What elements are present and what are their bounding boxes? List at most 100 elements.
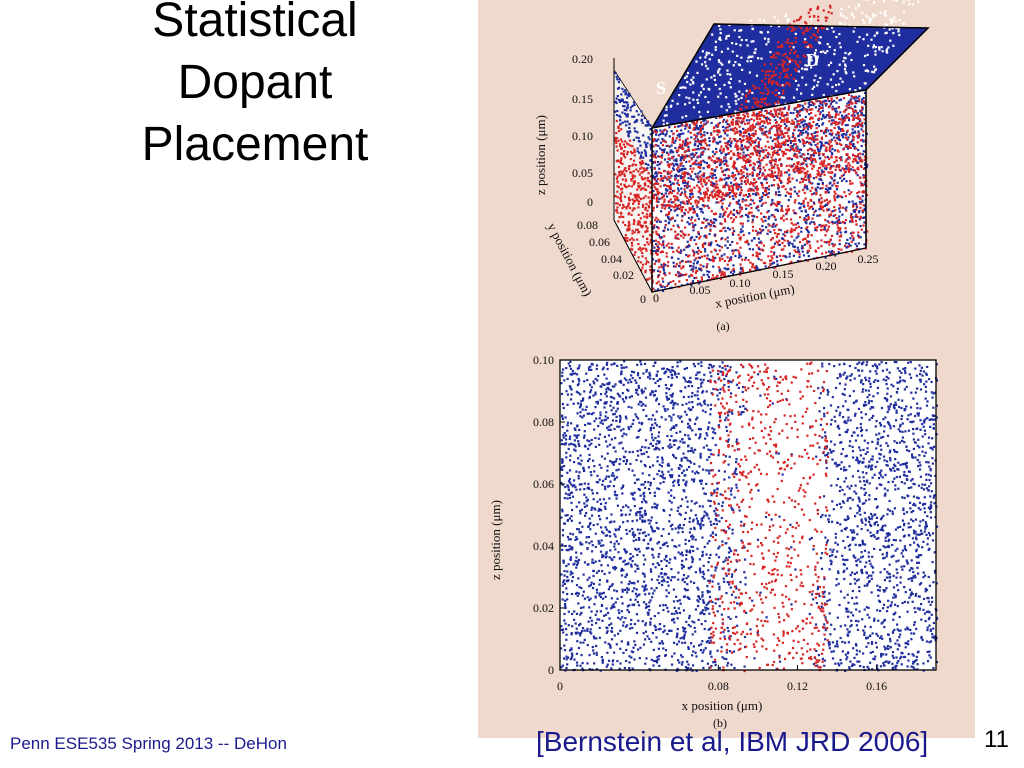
dopant-point-red xyxy=(671,141,674,144)
dopant-point-red xyxy=(794,125,797,128)
dopant-point xyxy=(805,178,808,181)
dopant-point-blue xyxy=(663,408,666,411)
dopant-point-side xyxy=(623,173,626,176)
dopant-point-red xyxy=(747,189,750,192)
dopant-point-red xyxy=(754,133,757,136)
dopant-point xyxy=(706,218,709,221)
source-label: S xyxy=(656,78,666,98)
dopant-point-blue xyxy=(669,180,672,183)
dopant-point-side xyxy=(648,277,651,280)
dopant-point xyxy=(730,140,733,143)
dopant-point-red xyxy=(765,149,768,152)
dopant-point-side xyxy=(636,228,639,231)
dopant-point xyxy=(732,267,735,271)
dopant-point xyxy=(725,183,728,186)
dopant-point-blue xyxy=(839,128,842,131)
dopant-point xyxy=(761,224,764,228)
dopant-point-side xyxy=(617,220,620,223)
dopant-point-side xyxy=(637,202,640,205)
dopant-point-blue xyxy=(707,579,710,582)
dopant-point-white xyxy=(691,81,695,84)
dopant-point-red xyxy=(847,93,851,96)
dopant-point-red xyxy=(698,166,702,169)
title-line-3: Placement xyxy=(141,118,369,171)
dopant-point-side xyxy=(631,232,634,235)
dopant-point-white xyxy=(662,119,665,122)
dopant-point xyxy=(812,177,816,180)
dopant-point-red xyxy=(667,184,670,188)
dopant-point xyxy=(778,202,781,205)
dopant-point xyxy=(781,185,784,188)
dopant-point xyxy=(730,185,733,188)
dopant-point-white xyxy=(719,32,722,35)
dopant-point xyxy=(814,228,817,232)
dopant-point-red xyxy=(660,161,663,164)
dopant-point-blue xyxy=(578,483,581,486)
dopant-point xyxy=(771,139,774,142)
dopant-point xyxy=(703,205,706,208)
dopant-point-white xyxy=(870,18,873,21)
dopant-point-red xyxy=(751,106,754,109)
dopant-point xyxy=(855,204,858,207)
dopant-point xyxy=(782,120,785,123)
z-tick-0: 0 xyxy=(587,195,593,209)
dopant-point xyxy=(712,212,716,216)
dopant-point xyxy=(765,120,768,123)
chart-a-sublabel: (a) xyxy=(716,319,729,333)
dopant-point-red xyxy=(693,138,696,141)
dopant-point-red xyxy=(768,103,771,106)
dopant-point xyxy=(804,218,808,221)
dopant-point xyxy=(758,152,761,155)
dopant-point xyxy=(701,244,704,247)
dopant-point-red xyxy=(694,161,697,164)
dopant-point xyxy=(653,262,656,265)
dopant-point-red xyxy=(775,93,778,96)
dopant-point xyxy=(826,209,829,212)
dopant-point-white xyxy=(826,50,829,53)
dopant-point-red xyxy=(732,174,735,177)
dopant-point-side xyxy=(645,124,648,127)
dopant-point-blue xyxy=(683,633,686,636)
dopant-point xyxy=(658,266,661,269)
dopant-point-blue xyxy=(797,129,800,132)
dopant-point xyxy=(757,209,760,212)
dopant-point xyxy=(822,224,825,227)
dopant-point-white xyxy=(714,40,717,43)
dopant-point-blue xyxy=(581,662,584,665)
dopant-point-blue xyxy=(801,104,804,107)
dopant-point-red xyxy=(691,162,694,165)
dopant-point xyxy=(741,222,744,225)
dopant-point-side xyxy=(622,205,625,208)
dopant-point-white xyxy=(681,86,684,89)
dopant-point-blue xyxy=(807,152,810,156)
dopant-point xyxy=(711,181,714,185)
dopant-point-blue xyxy=(932,392,935,395)
dopant-point-side xyxy=(636,131,639,134)
dopant-point-red xyxy=(654,144,657,147)
dopant-point xyxy=(692,262,695,265)
dopant-point-white xyxy=(718,24,721,27)
dopant-point-white xyxy=(819,76,822,80)
dopant-point-side xyxy=(641,251,644,255)
dopant-point xyxy=(771,199,774,202)
dopant-point-red xyxy=(828,120,831,123)
dopant-point-side xyxy=(643,215,646,218)
dopant-point xyxy=(687,260,690,263)
dopant-point-side xyxy=(647,136,650,139)
dopant-point-red xyxy=(816,138,819,141)
dopant-point-red xyxy=(802,161,805,165)
dopant-point xyxy=(749,198,752,201)
dopant-point-side xyxy=(639,154,643,157)
dopant-point-white xyxy=(805,83,808,86)
dopant-point-white xyxy=(684,76,687,80)
dopant-point xyxy=(686,196,689,199)
dopant-point-white xyxy=(890,22,893,25)
dopant-point-blue xyxy=(856,96,859,100)
dopant-point-blue xyxy=(929,425,932,428)
dopant-point-white xyxy=(794,32,797,35)
dopant-point-blue xyxy=(670,130,673,133)
dopant-point xyxy=(726,236,729,239)
dopant-point xyxy=(744,167,747,170)
dopant-point xyxy=(746,239,749,242)
dopant-point xyxy=(696,214,699,218)
